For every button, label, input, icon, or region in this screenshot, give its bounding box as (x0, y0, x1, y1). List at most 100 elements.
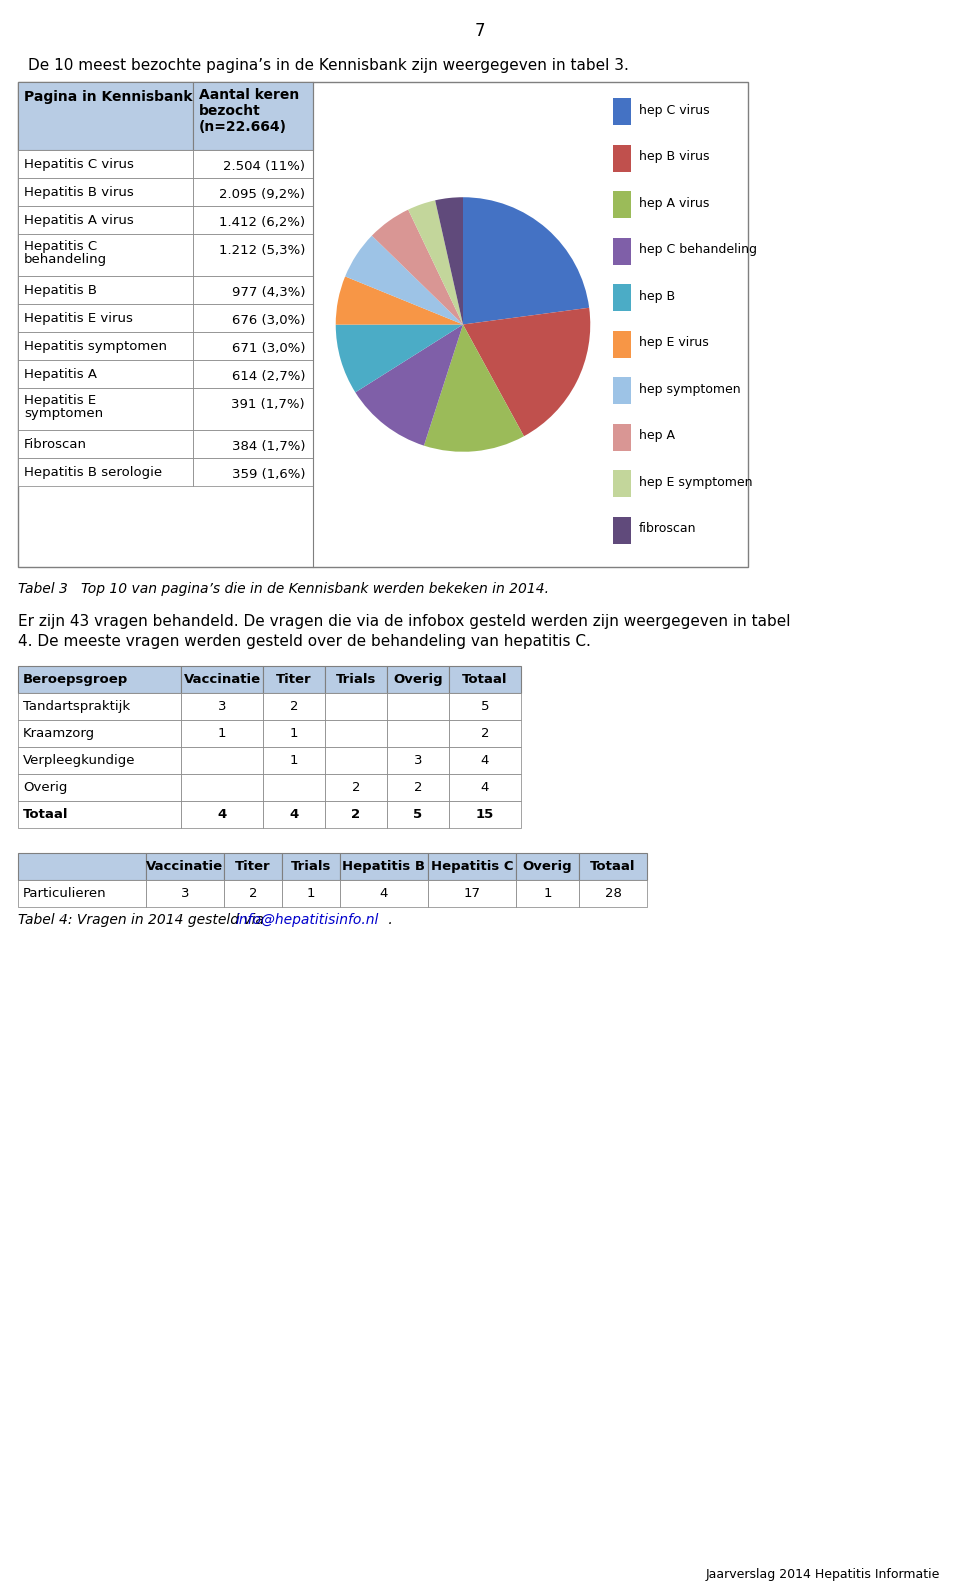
Bar (18, 360, 193, 388)
Text: Hepatitis B: Hepatitis B (343, 860, 425, 873)
Text: fibroscan: fibroscan (639, 523, 697, 535)
Text: 4. De meeste vragen werden gesteld over de behandeling van hepatitis C.: 4. De meeste vragen werden gesteld over … (18, 634, 590, 649)
Text: 4: 4 (481, 781, 490, 794)
Bar (18, 775, 181, 802)
Text: 5: 5 (481, 700, 490, 713)
Text: hep A virus: hep A virus (639, 196, 709, 209)
Text: 384 (1,7%): 384 (1,7%) (231, 440, 305, 453)
Wedge shape (435, 198, 463, 325)
Text: Tabel 4: Vragen in 2014 gesteld via: Tabel 4: Vragen in 2014 gesteld via (18, 912, 269, 927)
Bar (263, 748, 325, 775)
Text: 1.212 (5,3%): 1.212 (5,3%) (219, 244, 305, 257)
Bar (325, 665, 387, 694)
Bar (613, 284, 631, 310)
Text: 2: 2 (414, 781, 422, 794)
Bar (449, 665, 521, 694)
Text: Hepatitis C: Hepatitis C (24, 241, 97, 253)
Text: behandeling: behandeling (24, 253, 108, 266)
Bar (18, 802, 181, 828)
Text: Kraamzorg: Kraamzorg (23, 727, 95, 740)
Bar (428, 881, 516, 908)
Text: 1.412 (6,2%): 1.412 (6,2%) (219, 215, 305, 230)
Text: Verpleegkundige: Verpleegkundige (23, 754, 135, 767)
Bar (613, 98, 631, 125)
Text: 2: 2 (351, 781, 360, 794)
Wedge shape (463, 198, 589, 325)
Text: hep C virus: hep C virus (639, 103, 709, 117)
Text: Hepatitis B: Hepatitis B (24, 284, 97, 296)
Text: Particulieren: Particulieren (23, 887, 107, 900)
Text: 1: 1 (218, 727, 227, 740)
Text: 3: 3 (414, 754, 422, 767)
Bar (193, 150, 313, 177)
Bar (579, 854, 647, 881)
Bar (181, 775, 263, 802)
Bar (18, 206, 193, 234)
Text: 2.504 (11%): 2.504 (11%) (223, 160, 305, 173)
Bar (325, 775, 387, 802)
Bar (387, 665, 449, 694)
Text: 4: 4 (217, 808, 227, 821)
Text: Totaal: Totaal (590, 860, 636, 873)
Bar (613, 423, 631, 450)
Text: Pagina in Kennisbank: Pagina in Kennisbank (24, 90, 193, 105)
Text: Hepatitis E virus: Hepatitis E virus (24, 312, 132, 325)
Text: Trials: Trials (336, 673, 376, 686)
Text: 1: 1 (307, 887, 315, 900)
Text: Hepatitis A virus: Hepatitis A virus (24, 214, 133, 227)
Bar (18, 665, 181, 694)
Bar (18, 388, 193, 429)
Text: Hepatitis symptomen: Hepatitis symptomen (24, 341, 167, 353)
Text: hep B: hep B (639, 290, 675, 303)
Text: Hepatitis E: Hepatitis E (24, 394, 96, 407)
Bar (325, 748, 387, 775)
Bar (449, 694, 521, 721)
Bar (18, 721, 181, 748)
Text: 4: 4 (289, 808, 299, 821)
Bar (516, 854, 579, 881)
Bar (193, 304, 313, 333)
Text: 1: 1 (543, 887, 552, 900)
Bar (193, 429, 313, 458)
Text: 2.095 (9,2%): 2.095 (9,2%) (219, 188, 305, 201)
Bar (613, 238, 631, 265)
Bar (387, 802, 449, 828)
Bar (387, 748, 449, 775)
Bar (193, 333, 313, 360)
Bar (387, 721, 449, 748)
Wedge shape (336, 277, 463, 325)
Text: hep E symptomen: hep E symptomen (639, 475, 753, 489)
Bar (146, 881, 224, 908)
Bar (18, 276, 193, 304)
Bar (263, 665, 325, 694)
Bar (18, 748, 181, 775)
Text: Vaccinatie: Vaccinatie (183, 673, 260, 686)
Bar (193, 458, 313, 486)
Text: 614 (2,7%): 614 (2,7%) (231, 371, 305, 383)
Text: 4: 4 (380, 887, 388, 900)
Bar (18, 333, 193, 360)
Bar (193, 388, 313, 429)
Bar (340, 881, 428, 908)
Bar (193, 206, 313, 234)
Text: Fibroscan: Fibroscan (24, 439, 87, 451)
Text: De 10 meest bezochte pagina’s in de Kennisbank zijn weergegeven in tabel 3.: De 10 meest bezochte pagina’s in de Kenn… (28, 59, 629, 73)
Text: 5: 5 (414, 808, 422, 821)
Text: Vaccinatie: Vaccinatie (147, 860, 224, 873)
Text: Aantal keren
bezocht
(n=22.664): Aantal keren bezocht (n=22.664) (199, 89, 300, 135)
Bar (613, 192, 631, 219)
Bar (325, 802, 387, 828)
Bar (181, 665, 263, 694)
Bar (193, 360, 313, 388)
Text: 2: 2 (249, 887, 257, 900)
Bar (613, 516, 631, 543)
Text: Trials: Trials (291, 860, 331, 873)
Text: hep E virus: hep E virus (639, 336, 708, 348)
Bar (18, 304, 193, 333)
Text: hep B virus: hep B virus (639, 150, 709, 163)
Text: .: . (384, 912, 393, 927)
Bar (18, 234, 193, 276)
Text: 7: 7 (475, 22, 485, 40)
Bar (18, 458, 193, 486)
Bar (18, 429, 193, 458)
